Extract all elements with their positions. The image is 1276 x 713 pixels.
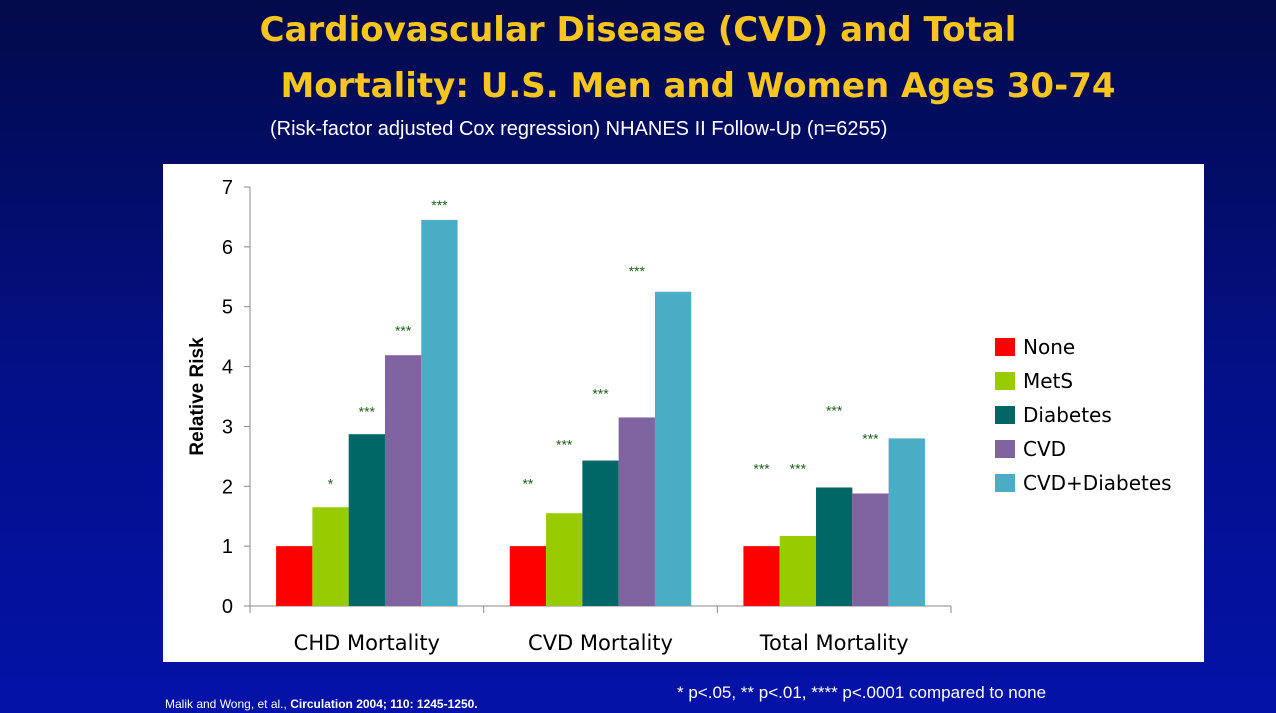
chart-panel: 0 1 2 3 4 5 6 7 Relative Risk CHD Mortality CVD Mo…: [163, 164, 1204, 662]
bar: [384, 355, 422, 606]
citation-authors: Malik and Wong, et al.,: [165, 697, 291, 711]
bar: [582, 460, 619, 606]
bar: [816, 487, 853, 606]
legend-label: None: [1023, 335, 1076, 359]
significance-label: ***: [431, 197, 448, 213]
bar: [509, 546, 547, 606]
legend-label: Diabetes: [1023, 403, 1112, 427]
bar: [618, 417, 655, 606]
significance-label: ***: [592, 386, 609, 402]
bar: [654, 291, 692, 606]
bar: [276, 546, 313, 606]
significance-label: ***: [629, 263, 646, 279]
legend-swatch: [995, 474, 1015, 492]
legend-swatch: [995, 372, 1015, 390]
bar: [348, 434, 385, 606]
bar: [312, 507, 349, 606]
slide-title-line2: Mortality: U.S. Men and Women Ages 30-74: [280, 66, 1116, 106]
y-tick-label: 1: [222, 536, 233, 558]
legend-swatch: [995, 406, 1015, 424]
bar: [546, 513, 583, 606]
legend-swatch: [995, 440, 1015, 458]
legend-label: MetS: [1023, 369, 1074, 393]
y-tick-label: 3: [222, 416, 233, 438]
chart-legend: None MetS Diabetes CVD CVD+Diabetes: [995, 330, 1172, 500]
bar: [852, 493, 889, 606]
y-tick-label: 7: [222, 177, 233, 199]
significance-label: ***: [826, 402, 843, 418]
y-tick-label: 6: [222, 237, 233, 259]
y-tick-label: 2: [222, 476, 233, 498]
significance-footnote: * p<.05, ** p<.01, **** p<.0001 compared…: [677, 683, 1047, 702]
legend-item: CVD: [995, 432, 1172, 466]
significance-label: ***: [753, 460, 770, 476]
y-tick-label: 0: [222, 596, 233, 618]
legend-item: CVD+Diabetes: [995, 466, 1172, 500]
significance-label: ***: [790, 460, 807, 476]
x-tick-label: CVD Mortality: [528, 631, 673, 655]
bar: [743, 546, 780, 606]
significance-label: ***: [556, 436, 573, 452]
slide-subtitle: (Risk-factor adjusted Cox regression) NH…: [270, 118, 888, 140]
legend-label: CVD: [1023, 437, 1067, 461]
slide-title-line1: Cardiovascular Disease (CVD) and Total: [259, 10, 1017, 50]
bar: [888, 438, 925, 606]
legend-item: Diabetes: [995, 398, 1172, 432]
x-tick-label: Total Mortality: [759, 631, 909, 655]
citation: Malik and Wong, et al., Circulation 2004…: [165, 697, 478, 711]
legend-label: CVD+Diabetes: [1023, 471, 1172, 495]
legend-swatch: [995, 338, 1015, 356]
significance-label: *: [328, 475, 334, 491]
citation-journal: Circulation 2004; 110: 1245-1250.: [290, 697, 478, 711]
y-tick-label: 4: [222, 357, 233, 379]
legend-item: MetS: [995, 364, 1172, 398]
y-tick-label: 5: [222, 297, 233, 319]
bar-chart: 0 1 2 3 4 5 6 7 Relative Risk CHD Mortality CVD Mo…: [187, 177, 952, 655]
legend-item: None: [995, 330, 1172, 364]
x-tick-label: CHD Mortality: [294, 631, 440, 655]
significance-label: ***: [862, 430, 879, 446]
significance-label: **: [522, 475, 533, 491]
bar: [421, 219, 458, 606]
bar: [779, 535, 817, 606]
significance-label: ***: [359, 403, 376, 419]
y-axis-title: Relative Risk: [187, 337, 208, 456]
significance-label: ***: [395, 323, 412, 339]
